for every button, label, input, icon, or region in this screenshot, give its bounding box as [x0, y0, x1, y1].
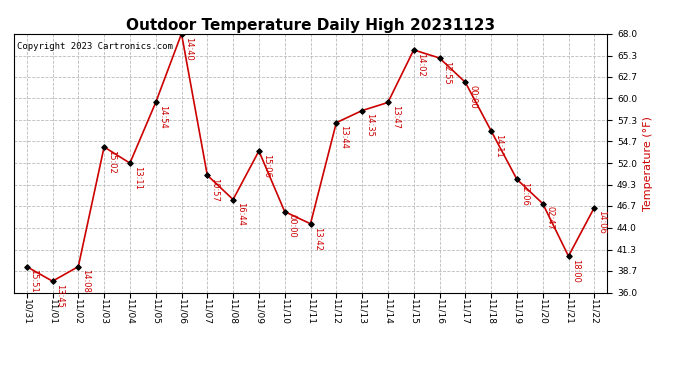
Y-axis label: Temperature (°F): Temperature (°F) [642, 116, 653, 211]
Point [279, 209, 290, 214]
Point [176, 31, 187, 37]
Text: 13:45: 13:45 [55, 284, 64, 308]
Point [538, 201, 549, 207]
Text: 13:42: 13:42 [313, 226, 322, 251]
Text: Copyright 2023 Cartronics.com: Copyright 2023 Cartronics.com [17, 42, 172, 51]
Point [150, 99, 161, 105]
Point [589, 205, 600, 211]
Point [21, 264, 32, 270]
Point [124, 160, 135, 166]
Point [331, 120, 342, 126]
Text: 14:11: 14:11 [494, 134, 503, 157]
Text: 14:54: 14:54 [159, 105, 168, 129]
Text: 02:47: 02:47 [546, 206, 555, 230]
Text: 00:00: 00:00 [468, 85, 477, 109]
Text: 13:44: 13:44 [339, 126, 348, 149]
Point [563, 253, 574, 259]
Text: 16:44: 16:44 [236, 202, 245, 226]
Point [47, 278, 58, 284]
Text: 13:47: 13:47 [391, 105, 400, 129]
Text: 00:00: 00:00 [288, 214, 297, 238]
Point [460, 79, 471, 85]
Title: Outdoor Temperature Daily High 20231123: Outdoor Temperature Daily High 20231123 [126, 18, 495, 33]
Text: 12:55: 12:55 [442, 61, 451, 84]
Text: 13:11: 13:11 [132, 166, 141, 190]
Point [486, 128, 497, 134]
Point [228, 196, 239, 202]
Point [434, 55, 445, 61]
Text: 14:02: 14:02 [417, 53, 426, 76]
Text: 15:02: 15:02 [107, 150, 116, 174]
Point [99, 144, 110, 150]
Point [408, 47, 420, 53]
Text: 15:51: 15:51 [30, 269, 39, 293]
Point [357, 108, 368, 114]
Text: 14:40: 14:40 [184, 36, 193, 60]
Text: 14:08: 14:08 [81, 269, 90, 293]
Point [305, 221, 316, 227]
Point [72, 264, 83, 270]
Point [201, 172, 213, 178]
Text: 18:00: 18:00 [571, 259, 580, 283]
Text: 14:06: 14:06 [597, 210, 606, 234]
Text: 15:06: 15:06 [262, 154, 270, 178]
Text: 12:06: 12:06 [520, 182, 529, 206]
Point [382, 99, 393, 105]
Text: 10:57: 10:57 [210, 178, 219, 202]
Point [253, 148, 264, 154]
Text: 14:35: 14:35 [365, 113, 374, 137]
Point [511, 176, 522, 182]
